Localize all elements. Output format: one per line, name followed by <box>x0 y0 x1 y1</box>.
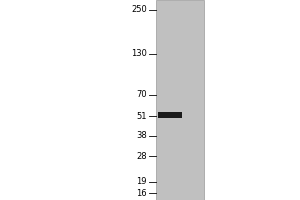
Text: 70: 70 <box>136 90 147 99</box>
Text: 38: 38 <box>136 131 147 140</box>
Text: 250: 250 <box>131 5 147 14</box>
Text: 28: 28 <box>136 152 147 161</box>
Text: 16: 16 <box>136 189 147 198</box>
Bar <box>158 112 182 118</box>
Bar <box>156 0 204 200</box>
Text: 51: 51 <box>136 112 147 121</box>
Text: 130: 130 <box>131 49 147 58</box>
Text: 19: 19 <box>136 177 147 186</box>
